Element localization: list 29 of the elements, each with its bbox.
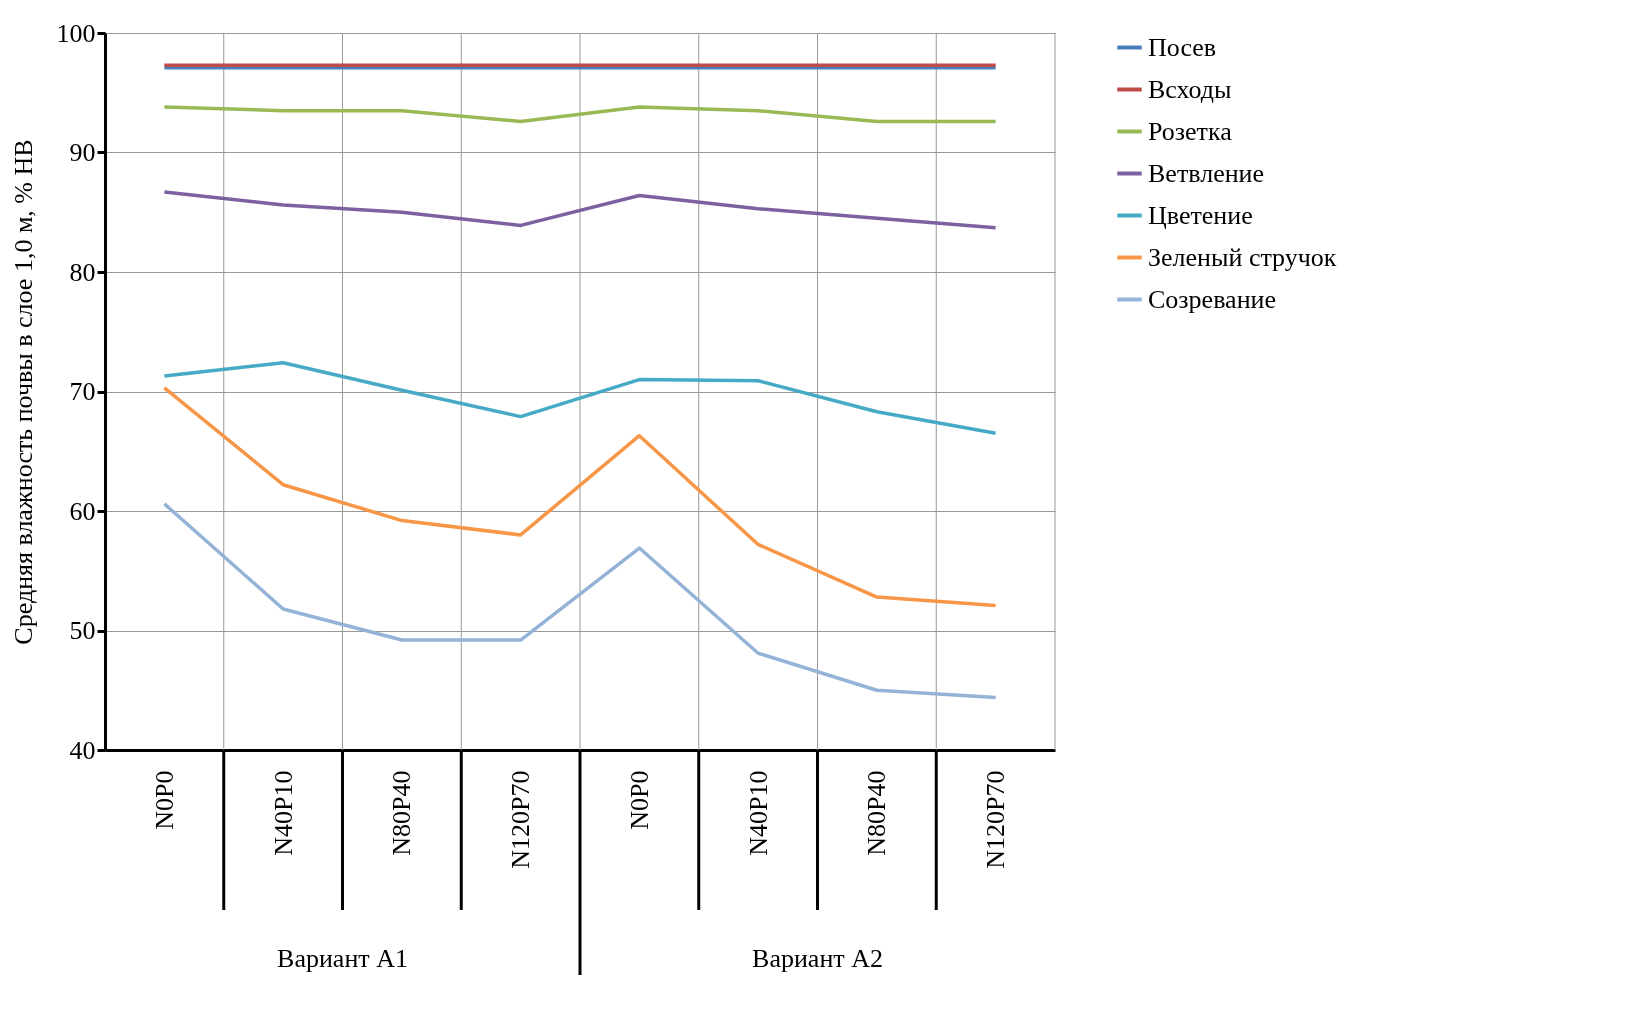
text: Вариант A2 — [752, 944, 883, 973]
x-tick-label: N120P70 — [506, 770, 536, 869]
x-tick-label: N0P0 — [624, 770, 654, 830]
legend-label: Розетка — [1148, 116, 1233, 146]
legend-label: Зеленый стручок — [1148, 242, 1337, 272]
y-tick-label: 90 — [69, 138, 96, 167]
line-series — [162, 361, 998, 436]
text: Вариант A1 — [277, 944, 408, 973]
legend-label: Всходы — [1148, 74, 1232, 104]
y-tick-label: 100 — [56, 18, 96, 48]
y-tick-label: 60 — [69, 496, 96, 526]
line-series — [162, 190, 998, 230]
legend-label: Цветение — [1148, 200, 1253, 230]
legend-label: Посев — [1148, 32, 1217, 62]
legend-label: Созревание — [1148, 284, 1276, 314]
x-tick-label: N120P70 — [981, 770, 1011, 869]
x-tick-label: N40P10 — [743, 770, 773, 856]
x-tick-label: N0P0 — [149, 770, 179, 830]
x-tick-label: N80P40 — [862, 770, 892, 856]
line-series — [162, 502, 998, 700]
y-axis-title: Средняя влажность почвы в слое 1,0 м, % НВ — [8, 139, 38, 645]
line-series — [162, 386, 998, 608]
y-tick-label: 50 — [69, 616, 96, 645]
legend-label: Ветвление — [1148, 158, 1265, 188]
x-tick-label: N40P10 — [268, 770, 298, 856]
x-tick-label: N80P40 — [387, 770, 417, 856]
y-tick-label: 40 — [69, 735, 96, 765]
y-tick-label: 80 — [69, 257, 96, 287]
y-tick-label: 70 — [69, 377, 96, 406]
